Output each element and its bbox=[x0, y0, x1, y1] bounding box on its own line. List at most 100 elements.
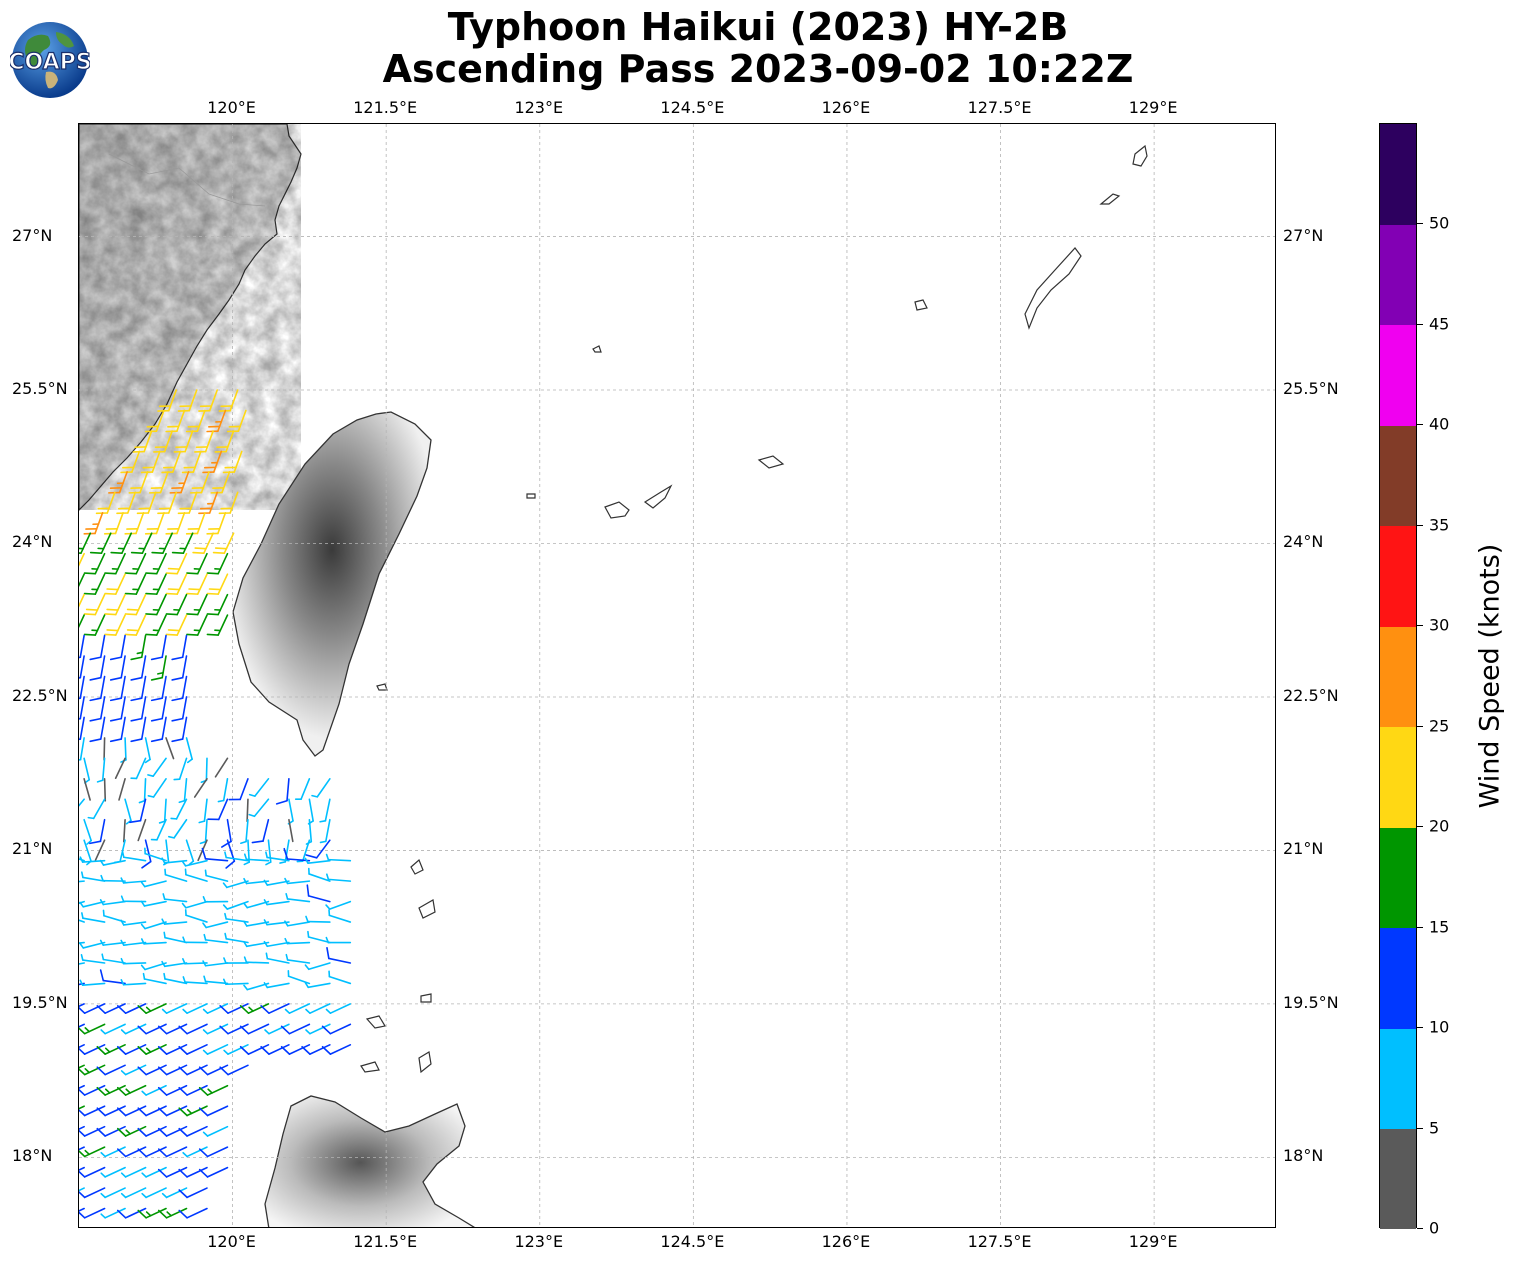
wind-barb bbox=[120, 1166, 147, 1178]
wind-barb bbox=[79, 1023, 106, 1035]
wind-barb bbox=[116, 1044, 147, 1055]
wind-barb bbox=[182, 976, 208, 985]
colorbar-tick-mark bbox=[1417, 524, 1423, 526]
wind-barb bbox=[158, 798, 167, 824]
colorbar-tick-mark bbox=[1417, 926, 1423, 928]
wind-barb bbox=[124, 593, 147, 616]
wind-barb bbox=[171, 532, 194, 554]
wind-barb bbox=[140, 900, 167, 907]
colorbar-tick-mark bbox=[1417, 725, 1423, 727]
lon-tick-label-top: 127.5°E bbox=[967, 98, 1032, 117]
wind-barb bbox=[204, 869, 229, 882]
wind-barb bbox=[79, 532, 92, 554]
lat-tick-label-right: 18°N bbox=[1283, 1146, 1324, 1166]
wind-barb bbox=[178, 778, 188, 804]
wind-barb bbox=[225, 839, 236, 869]
lon-tick-label-bottom: 127.5°E bbox=[967, 1232, 1032, 1251]
wind-barb bbox=[263, 879, 290, 886]
wind-barb bbox=[207, 798, 229, 821]
wind-barb bbox=[185, 737, 193, 764]
wind-barb bbox=[206, 573, 229, 595]
wind-barb bbox=[103, 737, 106, 761]
wind-barb bbox=[100, 1023, 126, 1035]
wind-barb bbox=[328, 909, 352, 923]
wind-barb bbox=[192, 532, 214, 554]
wind-barb bbox=[144, 737, 151, 764]
wind-barb bbox=[104, 593, 126, 616]
wind-barb bbox=[171, 716, 188, 743]
wind-barb bbox=[248, 798, 270, 818]
wind-barb bbox=[79, 1125, 106, 1137]
wind-barb bbox=[301, 1044, 331, 1055]
wind-barb bbox=[319, 818, 331, 844]
lon-tick-label-bottom: 124.5°E bbox=[660, 1232, 725, 1251]
wind-barb bbox=[157, 1023, 188, 1035]
wind-barb bbox=[161, 960, 188, 968]
wind-barb bbox=[203, 933, 229, 944]
wind-barb bbox=[121, 851, 147, 862]
wind-barb bbox=[198, 1064, 229, 1076]
wind-barb bbox=[157, 1146, 188, 1158]
wind-barb bbox=[224, 851, 249, 862]
wind-barb bbox=[328, 970, 352, 985]
wind-barb bbox=[79, 1064, 85, 1076]
colorbar-tick-label: 0 bbox=[1429, 1218, 1440, 1238]
wind-barb bbox=[198, 389, 219, 412]
wind-barb bbox=[164, 868, 188, 882]
wind-barb bbox=[219, 1064, 249, 1076]
wind-barb bbox=[137, 818, 147, 842]
wind-barb bbox=[198, 1146, 229, 1158]
lat-tick-label-left: 22.5°N bbox=[12, 685, 68, 705]
wind-barb bbox=[130, 634, 147, 661]
wind-barb bbox=[181, 859, 208, 867]
wind-barb bbox=[83, 573, 106, 595]
wind-barb bbox=[228, 778, 249, 801]
wind-barb bbox=[114, 757, 126, 780]
wind-barb bbox=[130, 757, 147, 780]
wind-barb bbox=[304, 962, 331, 971]
wind-barb bbox=[99, 969, 126, 985]
colorbar-tick-mark bbox=[1417, 826, 1423, 828]
wind-barb bbox=[178, 1125, 208, 1137]
wind-barb bbox=[311, 778, 331, 798]
colorbar-bin bbox=[1380, 224, 1416, 326]
wind-barb bbox=[157, 1207, 188, 1219]
wind-barb bbox=[79, 1166, 106, 1178]
wind-barb bbox=[137, 1023, 167, 1035]
wind-barb bbox=[130, 532, 153, 554]
wind-barb bbox=[96, 1003, 126, 1015]
wind-barb bbox=[243, 853, 270, 862]
wind-barb bbox=[263, 982, 290, 989]
wind-barb bbox=[118, 778, 126, 801]
wind-barb bbox=[79, 1003, 106, 1015]
lat-tick-label-right: 22.5°N bbox=[1283, 685, 1339, 705]
wind-barb bbox=[79, 634, 85, 661]
colorbar-tick-label: 10 bbox=[1429, 1017, 1450, 1037]
wind-barb bbox=[157, 1105, 188, 1117]
wind-barb bbox=[178, 1044, 208, 1055]
wind-barb bbox=[120, 877, 147, 884]
wind-barb bbox=[137, 1105, 167, 1117]
wind-barb bbox=[96, 757, 106, 783]
wind-barb bbox=[79, 1064, 106, 1076]
lon-tick-label-bottom: 126°E bbox=[821, 1232, 871, 1251]
wind-barb bbox=[79, 1003, 85, 1015]
lat-tick-label-right: 19.5°N bbox=[1283, 992, 1339, 1012]
wind-barb bbox=[161, 918, 188, 925]
wind-barb bbox=[79, 593, 85, 616]
wind-barb bbox=[145, 593, 167, 616]
wind-barb bbox=[122, 818, 126, 843]
colorbar-bin bbox=[1380, 1128, 1416, 1230]
wind-barb bbox=[120, 895, 147, 903]
wind-barb bbox=[89, 655, 106, 681]
wind-barb bbox=[80, 871, 106, 882]
map-panel[interactable] bbox=[78, 123, 1276, 1228]
wind-barb bbox=[224, 912, 249, 923]
lat-tick-label-right: 24°N bbox=[1283, 532, 1324, 552]
wind-barb bbox=[240, 818, 249, 845]
wind-barb bbox=[325, 900, 352, 910]
wind-barb bbox=[206, 552, 229, 575]
wind-barb bbox=[79, 1023, 85, 1035]
wind-barb bbox=[294, 778, 311, 800]
wind-barb bbox=[178, 1084, 208, 1096]
